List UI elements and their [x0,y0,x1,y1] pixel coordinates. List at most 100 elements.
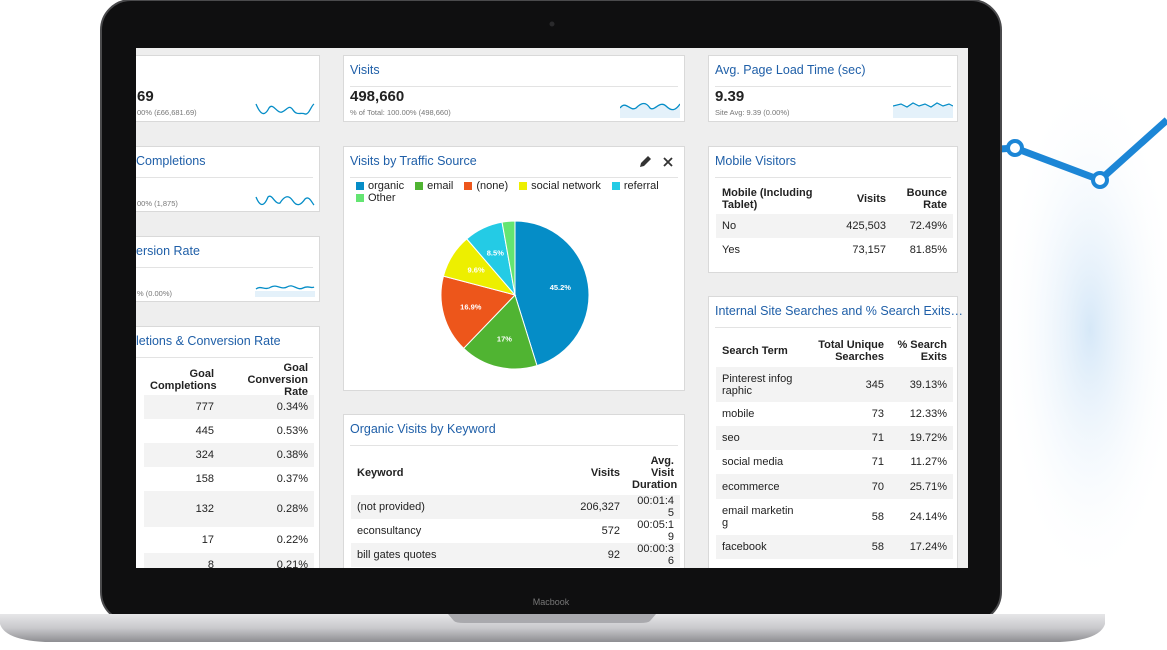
column-header: Mobile (Including Tablet) [722,187,813,211]
table-cell: 0.37% [276,473,308,485]
slice-label: 16.9% [460,302,482,311]
table-cell: 0.34% [276,401,308,413]
legend-swatch [415,182,424,190]
metric-subtitle: Site Avg: 9.39 (0.00%) [715,108,790,117]
sparkline [620,102,680,118]
legend-swatch [464,182,473,190]
decor-dot [1006,139,1024,157]
widget-title: Internal Site Searches and % Search Exit… [715,304,964,318]
column-header: Total Unique Searches [818,338,884,363]
column-header: Search Term [722,344,788,357]
slice-label: 17% [497,335,512,344]
table-row: 324 0.38% [144,443,314,467]
dashboard: 69 00% (£66,681.69) Completions 00% (1,8… [136,48,968,568]
slice-label: 45.2% [550,283,572,292]
table-cell: 158 [195,473,214,485]
separator [350,177,678,178]
table-cell: 73,157 [852,244,886,256]
table-cell: 58 [871,541,884,553]
table-row: 17 0.22% [144,527,314,553]
table-cell: econsultancy [357,525,422,537]
sparkline-path [255,195,315,206]
table-row: 132 0.28% [144,491,314,527]
table-row: mobile 73 12.33% [716,402,953,426]
chart-widget: Visits by Traffic Source organic email (no… [343,146,685,391]
legend-swatch [356,194,364,202]
metric-value: 498,660 [350,88,405,105]
slice-label: 8.5% [487,249,504,258]
table-widget: Mobile Visitors Mobile (Including Tablet… [708,146,958,273]
widget-title: Organic Visits by Keyword [350,422,496,436]
table-cell: 17.24% [909,541,947,553]
table-cell: 00:01:45 [637,495,674,519]
table-cell: 24.14% [909,511,947,523]
table-cell: 0.21% [276,559,308,568]
widget-title: ersion Rate [136,244,200,258]
table-cell: 0.38% [276,449,308,461]
table-cell: 92 [607,549,620,561]
table-cell: 0.22% [276,534,308,546]
metric-subtitle: % (0.00%) [137,289,173,298]
legend-swatch [611,182,620,190]
chart-title: Visits by Traffic Source [350,154,477,168]
table-cell: 345 [865,378,884,391]
table-cell: Pinterest infographic [722,372,793,397]
table-cell: (not provided) [357,501,425,513]
column-header: Avg. Visit Duration [632,455,678,491]
table-row: 777 0.34% [144,395,314,419]
separator [715,86,951,87]
pie-slice [501,220,516,296]
column-header: Bounce Rate [906,187,947,211]
metric-value: 69 [137,88,154,105]
close-icon[interactable] [663,157,673,167]
table-row: No 425,503 72.49% [716,214,953,238]
legend-label: social network [531,180,601,192]
table-cell: 132 [195,503,214,515]
device-label: Macbook [533,597,570,607]
pie-slice [514,220,590,367]
table-header: Search Term Total Unique Searches % Search… [716,334,953,367]
legend-item: (none) [464,180,508,192]
table-cell: 81.85% [909,244,947,256]
data-table: Mobile (Including Tablet) Visits Bounce Ra… [716,184,953,262]
table-row: email marketing 58 24.14% [716,499,953,535]
sparkline [255,103,315,115]
table-cell: email marketing [722,505,794,529]
legend-swatch [519,182,528,190]
table-cell: 206,327 [580,501,620,513]
data-table: Keyword Visits Avg. Visit Duration (not pro… [351,451,680,567]
column-header: Visits [590,467,620,479]
edit-icon[interactable] [640,156,651,167]
separator [136,177,313,178]
slice-label: 9.6% [468,266,485,275]
legend-label: Other [368,192,396,204]
glow [1000,70,1167,590]
table-cell: 12.33% [909,408,947,420]
legend-item: email [415,180,453,192]
column-header: % Search Exits [897,338,947,363]
table-cell: ecommerce [722,480,780,493]
table-cell: 71 [871,456,884,468]
widget-title: Mobile Visitors [715,154,797,168]
legend-swatch [356,182,364,190]
table-cell: No [722,220,737,232]
column-header: Goal Conversion Rate [247,362,308,398]
widget-title: Visits [350,63,380,77]
table-cell: 777 [195,401,214,413]
table-cell: 445 [195,425,214,437]
table-cell: 00:05:19 [637,519,674,543]
legend: organic email (none) social network referral… [356,180,676,204]
table-cell: 17 [201,534,214,546]
widget: ersion Rate % (0.00%) [136,236,320,302]
table-row: Pinterest infographic 345 39.13% [716,367,953,402]
table-cell: mobile [722,408,755,420]
table-cell: seo [722,432,740,444]
table-widget: Internal Site Searches and % Search Exit… [708,296,963,568]
sparkline-area [255,291,315,297]
table-cell: 0.28% [276,503,308,515]
metric-value: 9.39 [715,88,745,105]
table-header: Goal Completions Goal Conversion Rate [144,362,314,398]
column-header: Keyword [357,467,404,479]
legend-item: organic [356,180,404,192]
